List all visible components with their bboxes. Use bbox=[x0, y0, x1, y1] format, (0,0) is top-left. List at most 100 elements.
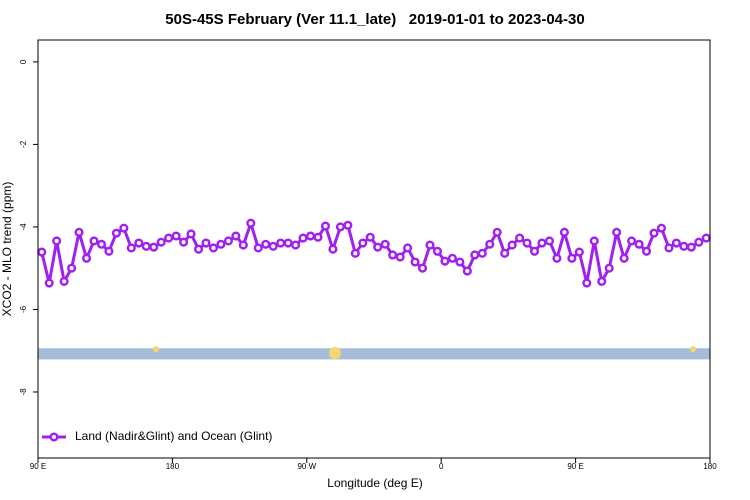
data-point bbox=[283, 238, 293, 248]
data-point bbox=[417, 263, 428, 273]
data-point bbox=[253, 243, 263, 253]
data-point bbox=[477, 248, 487, 258]
data-point bbox=[276, 238, 286, 248]
data-point bbox=[440, 256, 450, 266]
band-marker bbox=[329, 347, 341, 359]
data-point bbox=[656, 223, 667, 233]
data-point bbox=[686, 242, 696, 252]
legend-label: Land (Nadir&Glint) and Ocean (Glint) bbox=[75, 429, 272, 443]
data-point bbox=[447, 253, 457, 263]
data-point bbox=[335, 222, 345, 232]
data-point bbox=[529, 246, 540, 256]
data-point bbox=[59, 276, 69, 286]
data-point bbox=[604, 263, 614, 273]
data-point bbox=[559, 227, 569, 237]
data-point bbox=[96, 239, 107, 249]
x-axis-label: Longitude (deg E) bbox=[327, 476, 422, 490]
data-point bbox=[126, 243, 136, 253]
x-tick-label: 180 bbox=[703, 462, 717, 471]
data-point bbox=[425, 240, 435, 250]
data-point bbox=[246, 218, 256, 228]
data-point bbox=[328, 244, 338, 254]
data-point bbox=[186, 229, 196, 239]
y-axis-label: XCO2 - MLO trend (ppm) bbox=[0, 182, 14, 317]
data-point bbox=[261, 239, 271, 249]
data-point bbox=[470, 250, 480, 260]
data-point bbox=[298, 233, 308, 243]
data-point bbox=[395, 252, 405, 262]
data-point bbox=[156, 237, 166, 247]
data-point bbox=[492, 227, 502, 237]
data-point bbox=[507, 240, 517, 250]
data-point bbox=[649, 228, 659, 238]
y-tick-label: -2 bbox=[19, 140, 28, 148]
data-point bbox=[365, 232, 375, 242]
y-tick-label: -6 bbox=[19, 305, 28, 313]
band-marker bbox=[690, 346, 696, 352]
data-point bbox=[500, 248, 510, 258]
plot-frame bbox=[37, 39, 711, 459]
data-point bbox=[313, 232, 323, 242]
data-point bbox=[201, 238, 211, 248]
data-point bbox=[582, 278, 592, 288]
data-point bbox=[320, 221, 331, 231]
data-point bbox=[634, 239, 644, 249]
data-point bbox=[552, 253, 562, 263]
data-point bbox=[343, 220, 353, 230]
data-point bbox=[141, 241, 151, 251]
data-point bbox=[641, 246, 652, 256]
data-point bbox=[537, 238, 547, 248]
data-point bbox=[74, 227, 84, 237]
data-point bbox=[44, 278, 54, 288]
x-tick-label: 90 W bbox=[297, 462, 316, 471]
x-tick-label: 180 bbox=[166, 462, 180, 471]
data-point bbox=[179, 237, 189, 247]
data-point bbox=[268, 241, 278, 251]
data-point bbox=[455, 257, 465, 267]
data-point bbox=[216, 239, 226, 249]
data-point bbox=[238, 240, 248, 250]
data-point bbox=[567, 253, 577, 263]
chart-title: 50S-45S February (Ver 11.1_late) 2019-01… bbox=[165, 11, 584, 28]
band-marker bbox=[153, 346, 159, 352]
data-point bbox=[193, 244, 204, 254]
data-point bbox=[574, 247, 584, 257]
data-point bbox=[701, 233, 711, 243]
data-point bbox=[89, 236, 99, 246]
data-point bbox=[679, 241, 689, 251]
data-point bbox=[462, 266, 472, 276]
y-tick-label: -4 bbox=[19, 223, 28, 231]
x-tick-label: 90 E bbox=[30, 462, 46, 471]
data-point bbox=[522, 238, 532, 248]
data-point bbox=[223, 236, 233, 246]
data-point bbox=[694, 237, 704, 247]
data-point bbox=[627, 236, 637, 246]
data-point bbox=[81, 253, 92, 263]
data-point bbox=[485, 239, 495, 249]
data-point bbox=[231, 231, 241, 241]
data-point bbox=[350, 248, 360, 258]
data-point bbox=[410, 257, 420, 267]
data-point bbox=[171, 231, 181, 241]
data-point bbox=[432, 246, 443, 256]
data-point bbox=[373, 242, 383, 252]
data-point bbox=[111, 228, 121, 238]
data-point bbox=[388, 250, 398, 260]
reference-band bbox=[38, 348, 710, 360]
data-point bbox=[134, 238, 144, 248]
data-point bbox=[164, 233, 174, 243]
data-point bbox=[671, 238, 681, 248]
data-point bbox=[149, 242, 159, 252]
x-tick-label: 90 E bbox=[567, 462, 583, 471]
data-point bbox=[664, 243, 674, 253]
data-point bbox=[515, 233, 525, 243]
data-point bbox=[291, 240, 301, 250]
data-point bbox=[619, 253, 629, 263]
data-point bbox=[403, 243, 413, 253]
data-point bbox=[37, 247, 47, 257]
legend-marker bbox=[49, 432, 59, 442]
data-point bbox=[104, 246, 114, 256]
data-point bbox=[544, 236, 555, 246]
